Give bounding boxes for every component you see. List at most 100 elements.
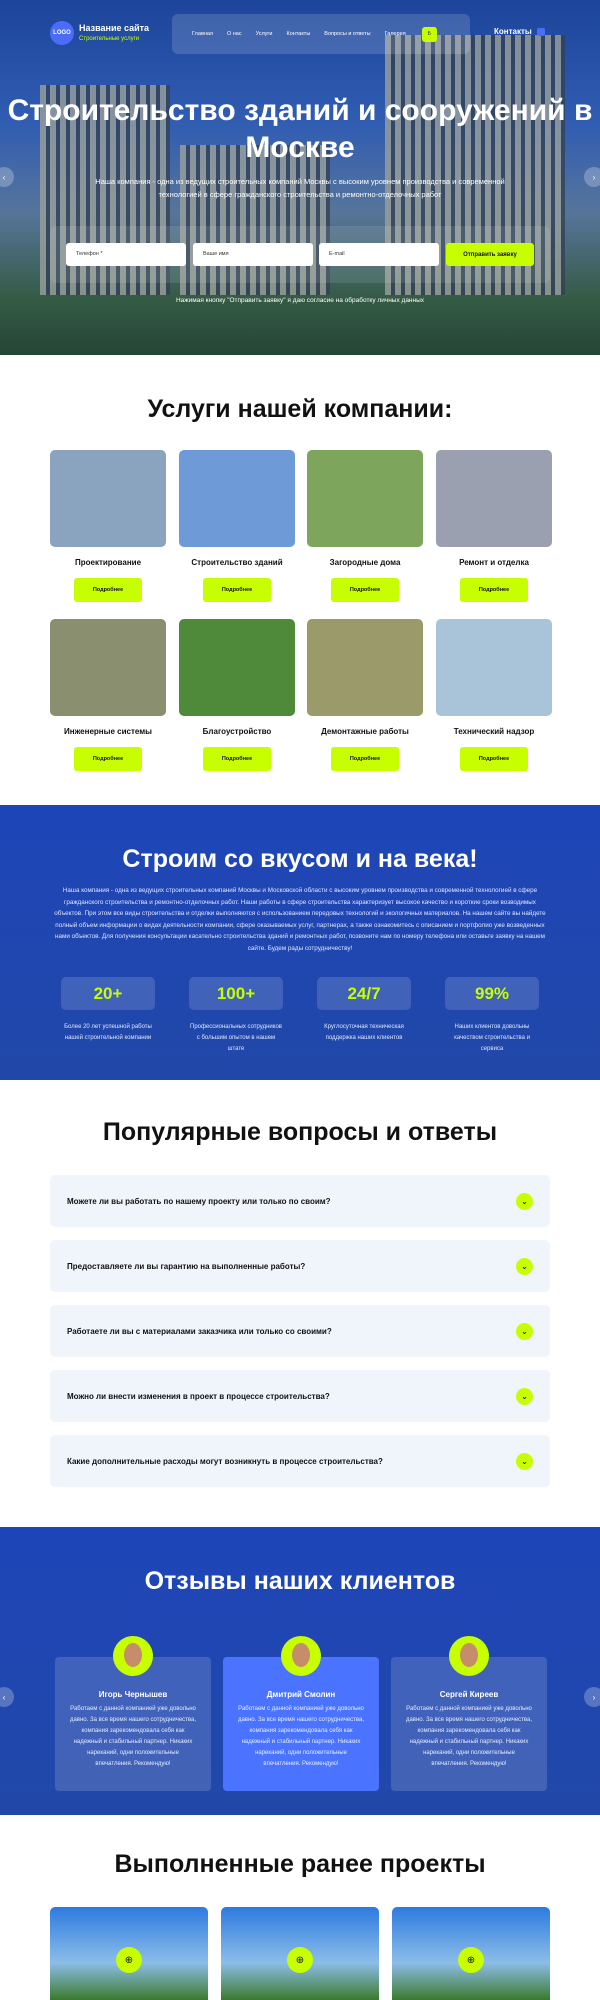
logo[interactable]: LOGO — [50, 21, 74, 45]
service-image — [50, 450, 166, 547]
hero-lead: Наша компания - одна из ведущих строител… — [95, 177, 505, 199]
contacts-link[interactable]: Контакты — [494, 27, 545, 36]
project-card[interactable]: ⊕ — [221, 1907, 379, 2000]
stat-value: 20+ — [61, 977, 155, 1010]
nav-accent-button[interactable]: Б — [421, 26, 437, 42]
reviews-title: Отзывы наших клиентов — [144, 1567, 456, 1595]
nav-faq[interactable]: Вопросы и ответы — [324, 31, 371, 37]
chevron-down-icon: ⌄ — [516, 1257, 533, 1275]
service-card: Благоустройство Подробнее — [179, 619, 295, 771]
site-subtitle: Строительные услуги — [79, 36, 140, 42]
review-text: Работаем с данной компанией уже довольно… — [69, 1706, 197, 1767]
more-button[interactable]: Подробнее — [460, 747, 528, 771]
services-title: Услуги нашей компании: — [147, 395, 453, 423]
service-card: Загородные дома Подробнее — [307, 450, 423, 602]
submit-request-button[interactable]: Отправить заявку — [446, 243, 534, 266]
faq-question: Работаете ли вы с материалами заказчика … — [67, 1326, 332, 1336]
projects-title: Выполненные ранее проекты — [114, 1850, 486, 1878]
site-name: Название сайта — [79, 23, 150, 33]
review-card: Дмитрий Смолин Работаем с данной компание… — [223, 1657, 379, 1791]
service-title: Загородные дома — [329, 558, 401, 567]
main-nav: Главная О нас Услуги Контакты Вопросы и … — [172, 14, 470, 54]
more-button[interactable]: Подробнее — [331, 578, 399, 602]
reviews-next-button[interactable]: › — [584, 1687, 600, 1707]
contacts-label: Контакты — [494, 27, 532, 36]
chevron-down-icon: ⌄ — [516, 1322, 533, 1340]
service-card: Ремонт и отделка Подробнее — [436, 450, 552, 602]
stat-value: 24/7 — [317, 977, 411, 1010]
more-button[interactable]: Подробнее — [74, 578, 142, 602]
about-title: Строим со вкусом и на века! — [122, 845, 478, 873]
reviewer-name: Дмитрий Смолин — [266, 1690, 336, 1699]
avatar — [113, 1636, 153, 1676]
service-card: Проектирование Подробнее — [50, 450, 166, 602]
avatar — [449, 1636, 489, 1676]
service-title: Строительство зданий — [191, 558, 283, 567]
reviews-prev-button[interactable]: ‹ — [0, 1687, 14, 1707]
service-title: Инженерные системы — [64, 727, 152, 736]
faq-item[interactable]: Можно ли внести изменения в проект в про… — [50, 1370, 550, 1422]
more-button[interactable]: Подробнее — [331, 747, 399, 771]
nav-home[interactable]: Главная — [192, 31, 213, 37]
service-title: Технический надзор — [453, 727, 535, 736]
hero-title: Строительство зданий и сооружений в Моск… — [7, 94, 593, 164]
nav-gallery[interactable]: Галерея — [384, 31, 406, 37]
service-title: Проектирование — [74, 558, 142, 567]
name-input[interactable]: Ваше имя — [193, 243, 313, 266]
hero-overlay — [0, 0, 600, 355]
service-title: Демонтажные работы — [321, 727, 409, 736]
zoom-icon[interactable]: ⊕ — [287, 1947, 313, 1973]
more-button[interactable]: Подробнее — [460, 578, 528, 602]
nav-services[interactable]: Услуги — [255, 31, 273, 37]
project-card[interactable]: ⊕ — [392, 1907, 550, 2000]
consent-text: Нажимая кнопку "Отправить заявку" я даю … — [175, 297, 425, 304]
faq-item[interactable]: Какие дополнительные расходы могут возни… — [50, 1435, 550, 1487]
faq-question: Предоставляете ли вы гарантию на выполне… — [67, 1261, 306, 1271]
phone-input[interactable]: Телефон * — [66, 243, 186, 266]
review-text: Работаем с данной компанией уже довольно… — [237, 1706, 365, 1767]
service-image — [436, 619, 552, 716]
service-image — [179, 450, 295, 547]
faq-question: Можете ли вы работать по нашему проекту … — [67, 1196, 331, 1206]
stat-value: 100+ — [189, 977, 283, 1010]
review-card: Сергей Киреев Работаем с данной компанией… — [391, 1657, 547, 1791]
chevron-down-icon: ⌄ — [516, 1387, 533, 1405]
more-button[interactable]: Подробнее — [74, 747, 142, 771]
stat-item: 20+ Более 20 лет успешной работы нашей ст… — [61, 977, 155, 1044]
reviewer-name: Игорь Чернышев — [98, 1690, 168, 1699]
stat-description: Более 20 лет успешной работы нашей строи… — [64, 1024, 152, 1041]
faq-question: Какие дополнительные расходы могут возни… — [67, 1456, 383, 1466]
prev-slide-button[interactable]: ‹ — [0, 167, 14, 187]
stat-value: 99% — [445, 977, 539, 1010]
about-section: Строим со вкусом и на века! Наша компани… — [0, 805, 600, 1080]
avatar — [281, 1636, 321, 1676]
chevron-down-icon: ⌄ — [516, 1452, 533, 1470]
stat-item: 100+ Профессиональных сотрудников с больш… — [189, 977, 283, 1055]
about-text: Наша компания - одна из ведущих строител… — [54, 887, 546, 952]
service-image — [307, 450, 423, 547]
zoom-icon[interactable]: ⊕ — [116, 1947, 142, 1973]
review-text: Работаем с данной компанией уже довольно… — [405, 1706, 533, 1767]
stat-item: 99% Наших клиентов довольны качеством стр… — [445, 977, 539, 1055]
nav-contacts[interactable]: Контакты — [286, 31, 311, 37]
zoom-icon[interactable]: ⊕ — [458, 1947, 484, 1973]
stat-description: Профессиональных сотрудников с большим о… — [190, 1024, 282, 1052]
building-image — [180, 145, 330, 295]
service-card: Инженерные системы Подробнее — [50, 619, 166, 771]
service-card: Технический надзор Подробнее — [436, 619, 552, 771]
email-input[interactable]: E-mail — [319, 243, 439, 266]
more-button[interactable]: Подробнее — [203, 747, 271, 771]
next-slide-button[interactable]: › — [584, 167, 600, 187]
hero-section: LOGO Название сайта Строительные услуги … — [0, 0, 600, 355]
service-image — [307, 619, 423, 716]
service-card: Демонтажные работы Подробнее — [307, 619, 423, 771]
faq-item[interactable]: Работаете ли вы с материалами заказчика … — [50, 1305, 550, 1357]
review-card: Игорь Чернышев Работаем с данной компание… — [55, 1657, 211, 1791]
service-image — [50, 619, 166, 716]
faq-item[interactable]: Предоставляете ли вы гарантию на выполне… — [50, 1240, 550, 1292]
faq-question: Можно ли внести изменения в проект в про… — [67, 1391, 330, 1401]
project-card[interactable]: ⊕ — [50, 1907, 208, 2000]
faq-item[interactable]: Можете ли вы работать по нашему проекту … — [50, 1175, 550, 1227]
more-button[interactable]: Подробнее — [203, 578, 271, 602]
nav-about[interactable]: О нас — [226, 31, 242, 37]
